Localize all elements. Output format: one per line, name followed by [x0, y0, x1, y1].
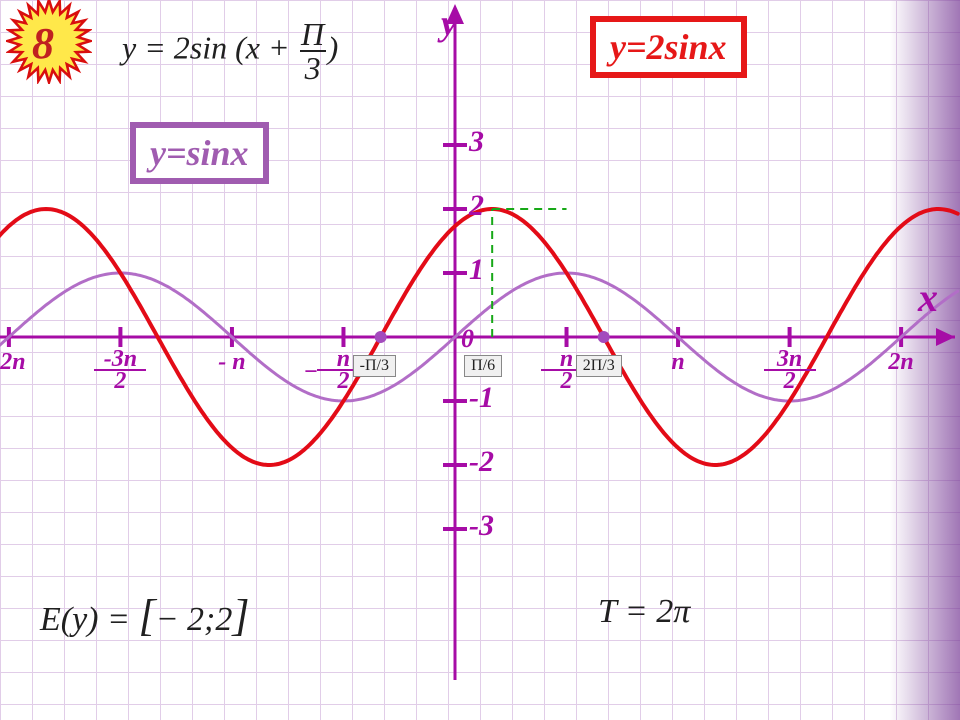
x-tick: 2п	[875, 349, 927, 376]
x-marker: 2П/3	[576, 355, 622, 377]
y-axis-label: у	[441, 2, 457, 44]
range-b: 2	[215, 601, 232, 638]
y-tick--1: -1	[469, 383, 494, 413]
range-a: − 2	[156, 601, 204, 638]
x-marker: -П/3	[353, 355, 396, 377]
label-y-2sinx: у=2sinx	[590, 16, 747, 78]
eq-frac-d: 3	[300, 50, 326, 84]
origin-label: 0	[461, 326, 474, 352]
range-eq: =	[107, 601, 138, 638]
period-lhs: T	[598, 593, 616, 630]
y-tick--3: -3	[469, 511, 494, 541]
eq-frac-n: П	[301, 18, 324, 50]
range-lhs: E(y)	[40, 601, 99, 638]
range-sep: ;	[204, 601, 215, 638]
slide-number: 8	[0, 0, 86, 86]
x-tick: -2п	[0, 349, 35, 376]
x-tick: п	[652, 349, 704, 376]
eq-mid: = 2sin (x +	[144, 29, 297, 65]
x-axis-label: х	[918, 274, 938, 321]
x-tick: 3п2	[764, 349, 816, 392]
eq-y: y	[122, 29, 136, 65]
x-tick: -3п2	[94, 349, 146, 392]
period-formula: T = 2π	[598, 593, 690, 631]
y-tick-1: 1	[469, 255, 484, 285]
label-y-sinx: у=sinx	[130, 122, 269, 184]
x-marker: П/6	[464, 355, 502, 377]
range-formula: E(y) = [− 2;2]	[40, 590, 250, 641]
period-eq: =	[625, 593, 656, 630]
x-tick: - п	[206, 349, 258, 376]
y-tick-3: 3	[469, 127, 484, 157]
y-tick--2: -2	[469, 447, 494, 477]
eq-close: )	[328, 29, 339, 65]
period-val: 2π	[656, 593, 690, 630]
y-tick-2: 2	[469, 191, 484, 221]
equation-main: y = 2sin (x + П3)	[122, 18, 338, 84]
